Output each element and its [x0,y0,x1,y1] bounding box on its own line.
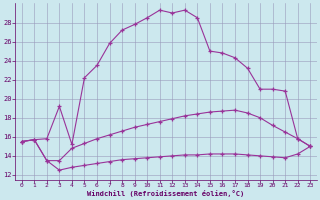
X-axis label: Windchill (Refroidissement éolien,°C): Windchill (Refroidissement éolien,°C) [87,190,244,197]
